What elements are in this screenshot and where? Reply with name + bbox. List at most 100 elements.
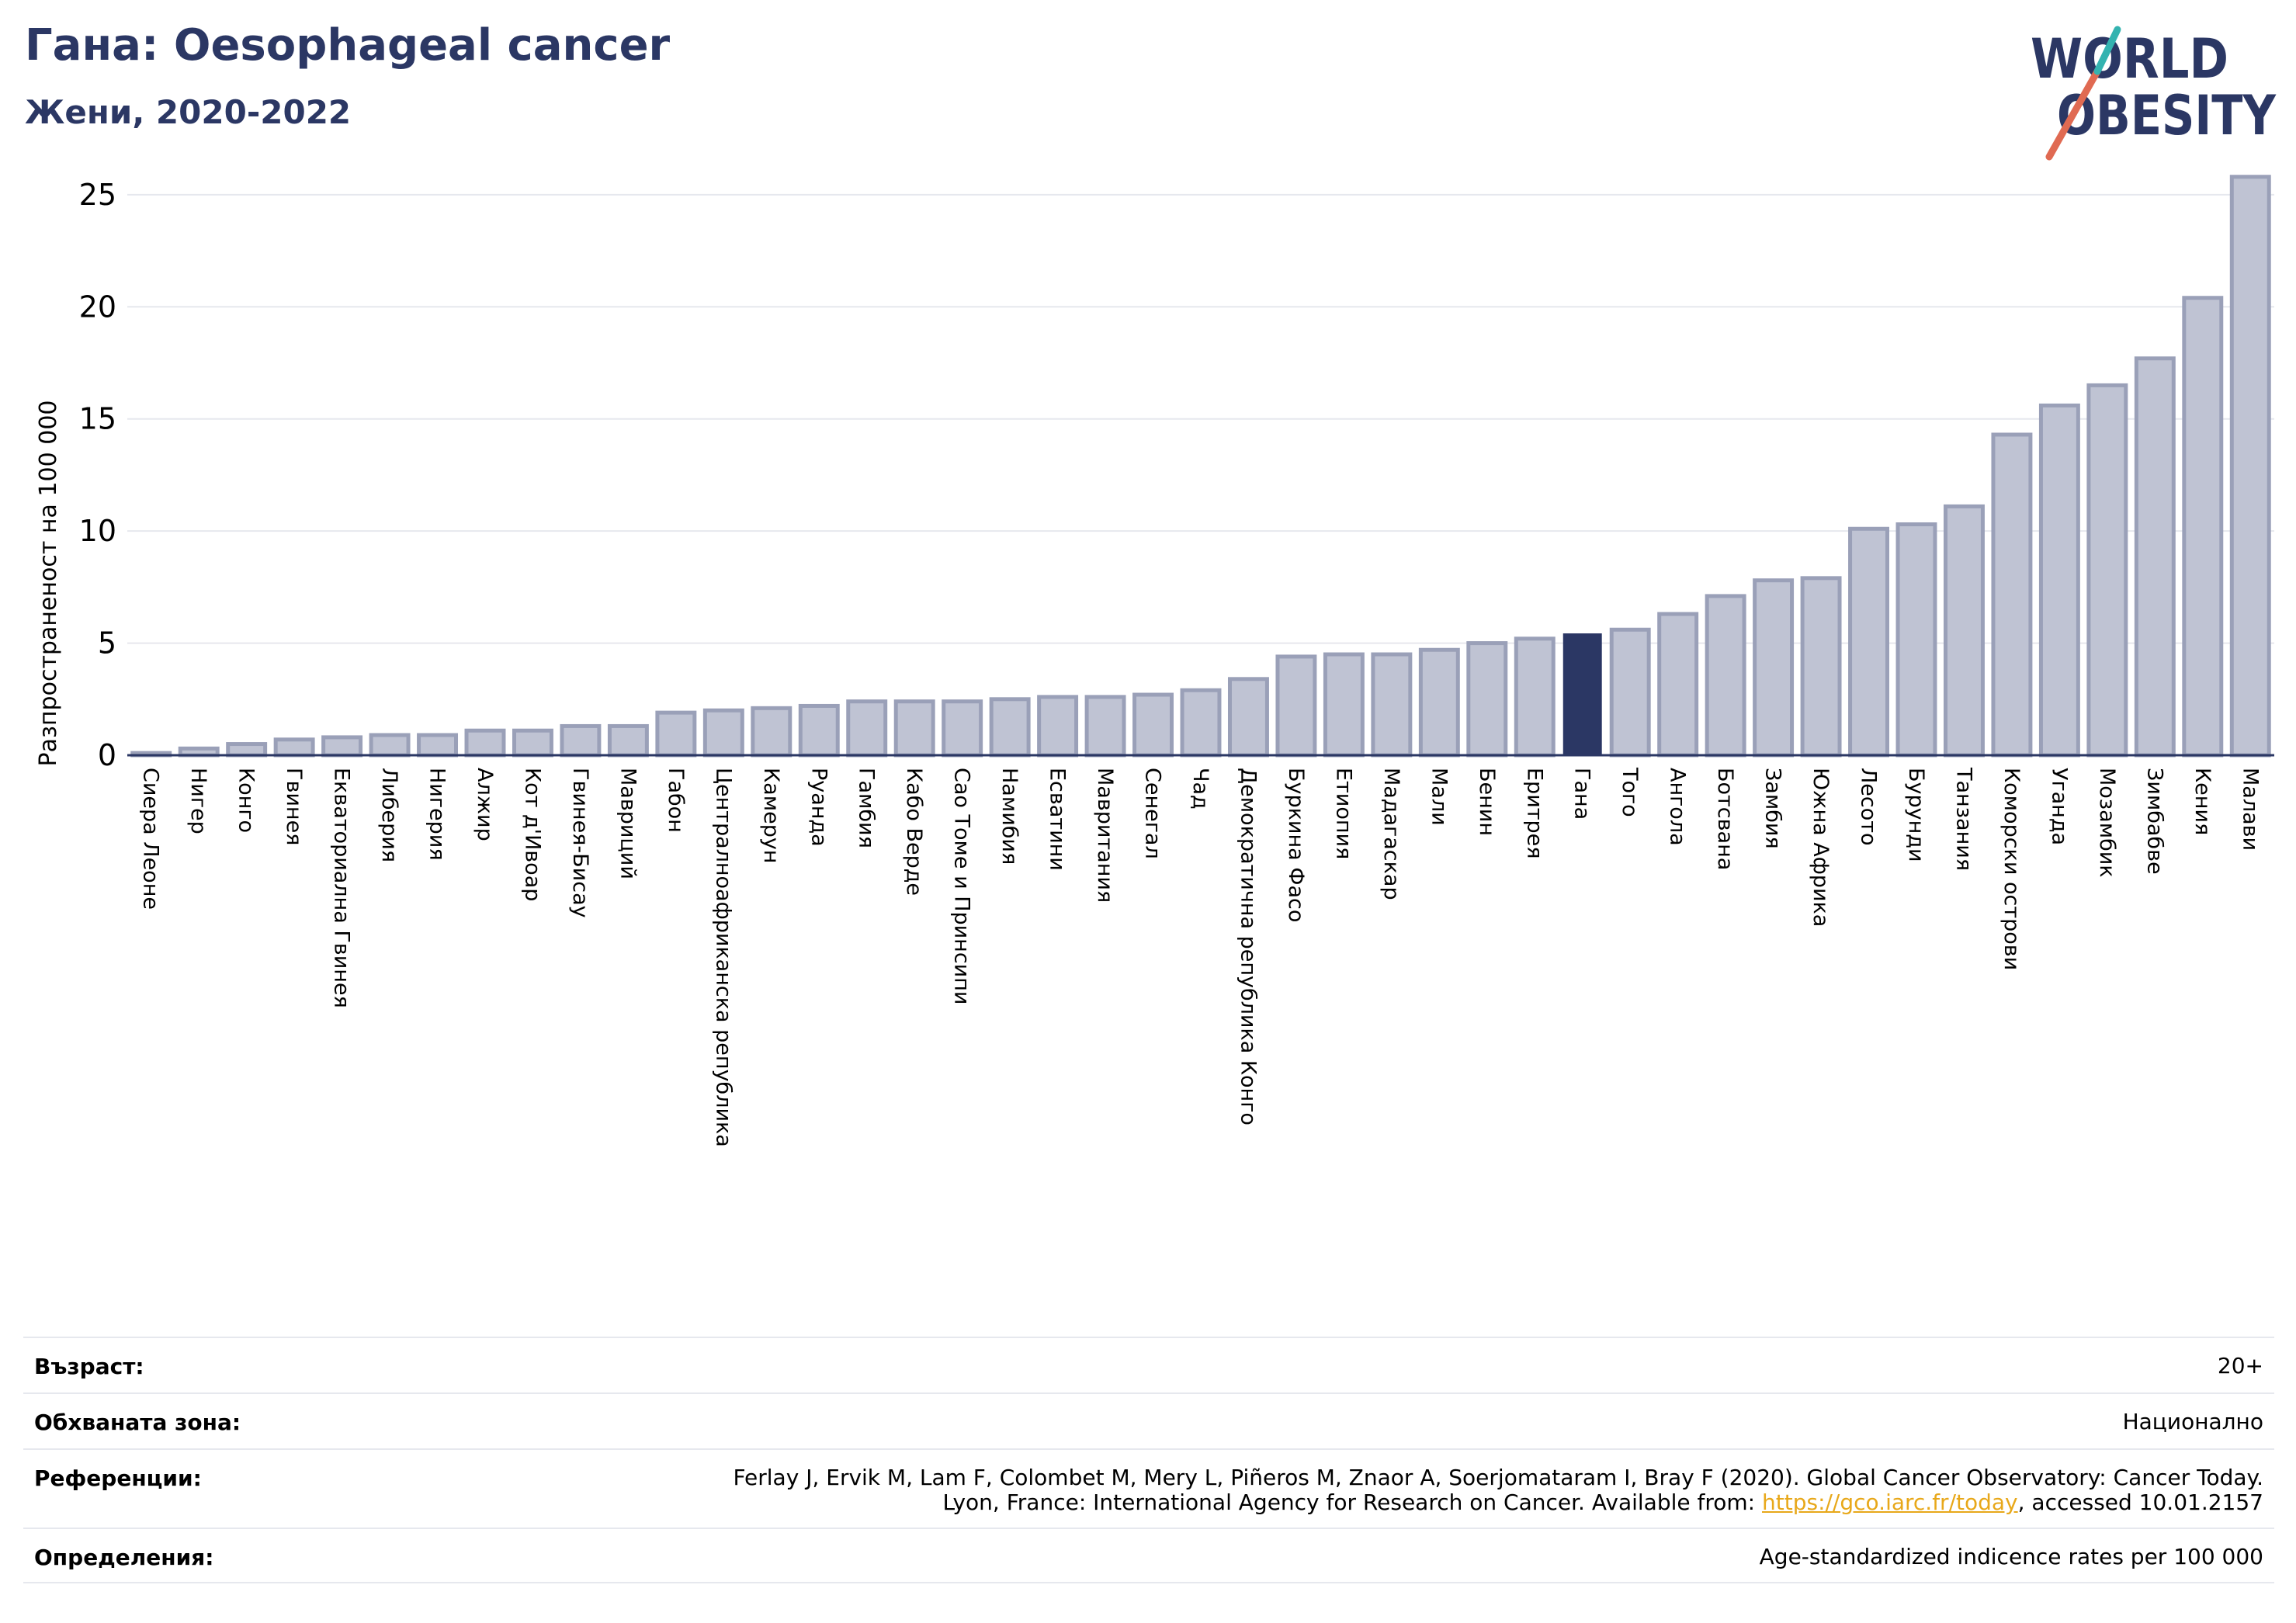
y-tick-label: 25	[79, 178, 116, 212]
x-tick-label: Гвинея-Бисау	[568, 768, 592, 918]
x-tick-label: Алжир	[473, 768, 497, 841]
x-tick-label: Нигерия	[425, 768, 449, 861]
info-row-definitions: Определения: Age-standardized indicence …	[23, 1528, 2274, 1583]
x-tick-label: Того	[1618, 767, 1642, 817]
bar	[655, 710, 697, 758]
bar	[2038, 403, 2080, 758]
x-tick-label: Чад	[1188, 768, 1212, 810]
x-tick-label: Етиопия	[1331, 768, 1355, 859]
bar	[1132, 692, 1174, 758]
definitions-label: Определения:	[34, 1545, 214, 1570]
bar	[369, 733, 411, 758]
bar	[1371, 652, 1413, 758]
x-tick-label: Сао Томе и Принсипи	[950, 768, 974, 1004]
x-tick-label: Нигер	[186, 768, 210, 834]
references-label: Референции:	[34, 1465, 202, 1491]
x-tick-label: Лесото	[1857, 768, 1881, 846]
x-tick-label: Мавриций	[616, 768, 640, 879]
bar	[1895, 522, 1937, 758]
area-value: Национално	[2122, 1409, 2263, 1434]
x-tick-label: Зимбабве	[2142, 768, 2166, 875]
y-tick-label: 5	[98, 626, 116, 661]
definitions-value: Age-standardized indicence rates per 100…	[1759, 1544, 2263, 1569]
bar	[751, 706, 793, 758]
bar	[1323, 652, 1365, 758]
bar	[512, 728, 553, 758]
x-tick-label: Намибия	[997, 768, 1021, 865]
info-row-age: Възраст: 20+	[23, 1337, 2274, 1392]
chart-subtitle: Жени, 2020-2022	[25, 93, 352, 131]
x-tick-label: Руанда	[806, 768, 831, 847]
y-tick-label: 10	[79, 514, 116, 548]
references-line2-post: , accessed 10.01.2157	[2017, 1489, 2263, 1515]
bar	[2229, 175, 2271, 758]
x-tick-label: Кения	[2190, 768, 2214, 835]
bar	[798, 703, 840, 758]
x-tick-label: Мавритания	[1093, 768, 1117, 903]
bar	[1705, 594, 1746, 758]
logo-line1: WORLD	[2031, 27, 2228, 91]
x-tick-label: Мадагаскар	[1379, 768, 1403, 900]
x-tick-label: Демократична република Конго	[1236, 768, 1260, 1125]
x-tick-label: Мали	[1427, 768, 1451, 826]
x-tick-label: Либерия	[377, 768, 401, 862]
bar-chart: 0 5 10 15 20 25 Сиера Леоне Нигер Конго Гвинея Ек…	[35, 175, 2274, 1147]
bar	[273, 737, 315, 758]
x-tick-label: Габон	[664, 768, 688, 833]
bar	[1753, 578, 1795, 758]
bar	[1657, 612, 1699, 758]
x-tick-label: Конго	[234, 768, 258, 833]
y-axis-ticks: 0 5 10 15 20 25	[79, 178, 116, 772]
x-tick-label: Кабо Верде	[902, 768, 926, 896]
area-label: Обхваната зона:	[34, 1410, 241, 1435]
bar	[1180, 688, 1222, 758]
x-tick-label: Гамбия	[855, 768, 879, 848]
x-tick-label: Бурунди	[1904, 768, 1928, 862]
bar	[560, 723, 602, 758]
bar	[464, 728, 506, 758]
x-tick-label: Гвинея	[282, 768, 306, 845]
references-value: Ferlay J, Ervik M, Lam F, Colombet M, Me…	[733, 1465, 2263, 1515]
x-tick-label: Замбия	[1761, 768, 1785, 849]
logo-slash-teal	[2093, 26, 2121, 75]
x-tick-label: Буркина Фасо	[1284, 768, 1308, 922]
bar	[417, 733, 459, 758]
bar	[1418, 647, 1460, 758]
y-tick-label: 0	[98, 738, 116, 772]
x-tick-label: Кот д'Ивоар	[520, 768, 544, 901]
x-tick-label: Ангола	[1666, 768, 1690, 846]
bar	[989, 697, 1031, 758]
bar	[226, 742, 268, 758]
bars	[130, 175, 2271, 758]
x-tick-label: Есватини	[1046, 768, 1070, 871]
x-tick-label: Танзания	[1951, 767, 1975, 871]
age-label: Възраст:	[34, 1354, 144, 1379]
x-tick-label: Камерун	[759, 768, 783, 863]
bar	[1514, 636, 1556, 758]
bar	[321, 735, 363, 758]
y-axis-label: Разпространеност на 100 000	[35, 401, 62, 767]
bar	[1562, 633, 1602, 756]
bar	[2134, 356, 2176, 758]
x-tick-label: Централноафриканска република	[711, 768, 735, 1147]
x-tick-label: Бенин	[1475, 768, 1499, 836]
world-obesity-logo: WORLD OBESITY	[2031, 26, 2277, 161]
x-tick-label: Малави	[2238, 768, 2262, 851]
info-row-references: Референции: Ferlay J, Ervik M, Lam F, Co…	[23, 1448, 2274, 1528]
bar	[1466, 641, 1508, 758]
bar	[1037, 695, 1079, 758]
bar	[1609, 627, 1651, 758]
bar	[2182, 296, 2224, 758]
bar	[1943, 504, 1985, 758]
y-tick-label: 20	[79, 290, 116, 324]
x-tick-label: Екваториална Гвинея	[330, 768, 354, 1008]
bar	[1800, 576, 1842, 758]
x-tick-label: Еритрея	[1522, 768, 1546, 858]
x-tick-label: Ботсвана	[1713, 768, 1737, 870]
bar	[1848, 526, 1890, 758]
x-tick-label: Мозамбик	[2095, 768, 2119, 878]
bar	[893, 699, 935, 758]
references-link[interactable]: https://gco.iarc.fr/today	[1762, 1489, 2018, 1515]
bar	[702, 708, 744, 758]
y-tick-label: 15	[79, 402, 116, 436]
